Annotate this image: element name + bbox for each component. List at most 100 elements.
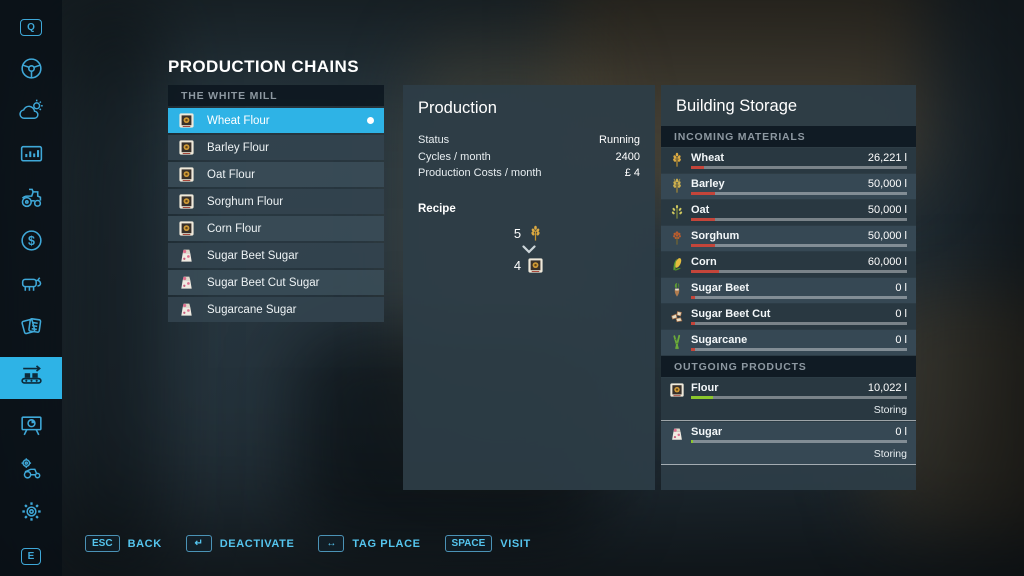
fill-level-bar [691,322,907,325]
storing-mode-row: Storing [661,403,916,421]
flour-bag-icon [178,112,195,129]
storing-mode-label: Storing [873,404,907,416]
statistics-icon [18,141,45,173]
recipe-input: 5 [514,225,544,242]
fill-level-value [691,348,696,351]
sidebar-item-steering[interactable] [0,56,62,85]
sidebar-item-contracts[interactable] [0,314,62,343]
material-amount: 0 l [895,426,907,438]
sidebar-item-statistics[interactable] [0,142,62,171]
active-production-dot [367,117,374,124]
sidebar-menu: Q $ [0,0,62,576]
fill-level-value [691,396,713,399]
product-row[interactable]: Oat Flour [168,162,384,187]
production-info-rows: Status Running Cycles / month 2400 Productio… [418,132,640,182]
info-label: Status [418,134,450,146]
oat-icon [669,204,685,220]
production-panel-title: Production [418,99,497,117]
recipe-output: 4 [514,257,544,274]
sidebar-item-garage[interactable] [0,456,62,485]
production-chain-icon [18,362,45,394]
info-label: Production Costs / month [418,167,542,179]
storage-row: Sorghum 50,000 l [661,226,916,251]
storage-panel-title: Building Storage [676,97,798,115]
hotbar-tag-place[interactable]: ↔ TAG PLACE [318,535,420,552]
hotbar-label: VISIT [500,537,531,550]
key-q-keycap: Q [20,19,42,36]
sidebar-item-vehicles[interactable] [0,185,62,214]
fill-level-bar [691,166,907,169]
weather-icon [18,98,45,130]
material-amount: 0 l [895,334,907,346]
sugar-beet-icon [669,282,685,298]
flour-bag-icon [178,166,195,183]
material-amount: 10,022 l [867,382,907,394]
product-row[interactable]: Barley Flour [168,135,384,160]
info-value: Running [599,134,640,146]
page-title: PRODUCTION CHAINS [168,57,359,76]
sidebar-item-key-e[interactable]: E [0,542,62,571]
product-row[interactable]: Sugarcane Sugar [168,297,384,322]
product-row[interactable]: Sugar Beet Cut Sugar [168,270,384,295]
material-name: Oat [691,204,710,216]
facility-list-panel: THE WHITE MILL Wheat Flour Barley Flour … [168,85,384,322]
storing-mode-label: Storing [873,448,907,460]
hotbar-deactivate[interactable]: ↵ DEACTIVATE [185,535,295,552]
storage-row: Barley 50,000 l [661,174,916,199]
incoming-material: Sugar Beet 0 l [661,278,916,303]
sidebar-item-animals[interactable] [0,271,62,300]
incoming-material: Sugarcane 0 l [661,330,916,355]
recipe-qty: 5 [513,225,522,241]
fill-level-bar [691,440,907,443]
facility-product-list: Wheat Flour Barley Flour Oat Flour Sorgh… [168,108,384,322]
keycap-↔: ↔ [318,535,345,552]
storage-row: Sugar Beet Cut 0 l [661,304,916,329]
outgoing-products-list: Flour 10,022 l Storing Sugar 0 l Storing [661,378,916,465]
fill-level-bar [691,270,907,273]
product-row[interactable]: Sugar Beet Sugar [168,243,384,268]
sugar-beet-cut-icon [669,308,685,324]
recipe-label: Recipe [418,202,456,215]
product-row[interactable]: Corn Flour [168,216,384,241]
material-amount: 0 l [895,282,907,294]
fill-level-bar [691,396,907,399]
sidebar-item-settings[interactable] [0,499,62,528]
material-amount: 50,000 l [867,230,907,242]
steering-wheel-icon [18,55,45,87]
incoming-materials-list: Wheat 26,221 l Barley 50,000 l Oat 50,000 l… [661,148,916,355]
sidebar-item-key-q[interactable]: Q [0,13,62,42]
product-label: Sorghum Flour [207,195,284,208]
fill-level-value [691,244,715,247]
product-label: Sugar Beet Cut Sugar [207,276,320,289]
storage-row: Corn 60,000 l [661,252,916,277]
sidebar-item-production-chains[interactable] [0,357,62,399]
product-label: Wheat Flour [207,114,270,127]
incoming-material: Corn 60,000 l [661,252,916,277]
flour-bag-icon [669,382,685,398]
hotbar: ESC BACK ↵ DEACTIVATE ↔ TAG PLACE SPACE VISIT [85,535,531,552]
garage-icon [18,455,45,487]
fill-level-bar [691,348,907,351]
fill-level-value [691,218,715,221]
product-label: Corn Flour [207,222,262,235]
fill-level-value [691,322,696,325]
sidebar-item-weather[interactable] [0,99,62,128]
hotbar-back[interactable]: ESC BACK [85,535,162,552]
sidebar-item-finances[interactable]: $ [0,228,62,257]
animal-icon [18,270,45,302]
sugarcane-icon [669,334,685,350]
settings-gear-icon [18,498,45,530]
product-row[interactable]: Sorghum Flour [168,189,384,214]
material-amount: 60,000 l [867,256,907,268]
incoming-material: Barley 50,000 l [661,174,916,199]
flour-bag-icon [527,257,544,274]
sugar-bag-icon [178,274,195,291]
keycap-esc: ESC [85,535,120,552]
material-name: Sugar [691,426,723,438]
product-row[interactable]: Wheat Flour [168,108,384,133]
svg-text:$: $ [28,233,35,247]
tractor-icon [18,184,45,216]
sidebar-item-map[interactable] [0,413,62,442]
hotbar-visit[interactable]: SPACE VISIT [444,535,531,552]
